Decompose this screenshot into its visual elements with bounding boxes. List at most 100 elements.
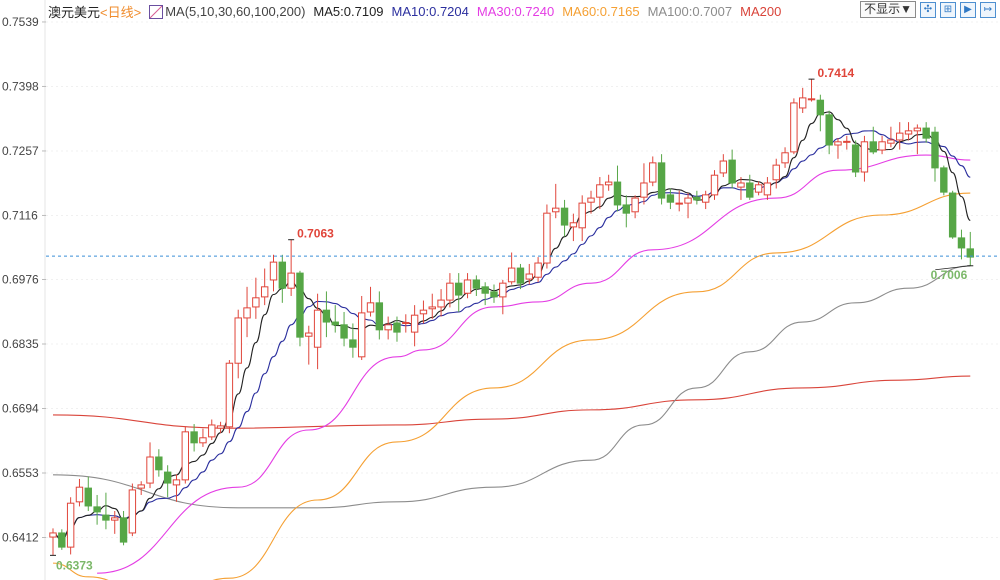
candle-body (684, 197, 692, 204)
export-icon[interactable]: ↦ (980, 1, 996, 18)
candle-up (843, 135, 851, 150)
candle-body (384, 324, 392, 331)
candle-body (402, 322, 410, 325)
candle-up (710, 170, 719, 200)
candle-up (684, 193, 692, 219)
candle-up (49, 528, 57, 556)
candle-up (534, 257, 542, 283)
candle-down (93, 494, 101, 525)
candle-body (534, 262, 542, 278)
instrument-name: 澳元美元 (48, 5, 101, 20)
candle-body (560, 207, 569, 226)
annotation-label: 0.7414 (818, 66, 855, 80)
candle-down (278, 254, 287, 303)
candle-body (869, 141, 877, 153)
candle-body (896, 132, 904, 141)
candle-body (490, 291, 498, 298)
candle-up (507, 252, 516, 285)
candle-up (428, 293, 436, 319)
candle-down (966, 231, 974, 266)
candle-down (490, 284, 498, 303)
candle-up (410, 305, 419, 347)
candle-body (957, 237, 966, 249)
candle-body (481, 286, 489, 294)
candle-up (305, 325, 313, 365)
candle-body (754, 184, 763, 193)
candle-body (172, 479, 181, 486)
y-tick-label: 0.6976 (2, 273, 39, 287)
candle-body (904, 130, 913, 135)
crosshair-icon[interactable]: ✣ (920, 1, 936, 18)
zoom-in-icon[interactable]: ⊞ (940, 1, 956, 18)
candle-up (719, 154, 728, 178)
candle-body (234, 317, 242, 364)
candle-up (781, 147, 789, 168)
candle-body (666, 194, 675, 203)
candle-down (922, 122, 930, 143)
y-tick-label: 0.6412 (2, 531, 39, 545)
candle-body (851, 144, 860, 173)
candle-down (816, 94, 825, 132)
candle-down (349, 323, 357, 358)
display-select[interactable]: 不显示▼ (860, 1, 916, 18)
candle-down (455, 273, 463, 312)
candle-body (922, 127, 930, 139)
candle-up (128, 483, 137, 537)
candle-body (216, 425, 225, 429)
legend: 澳元美元 <日线> MA(5,10,30,60,100,200) MA5:0.7… (48, 2, 789, 21)
candle-up (596, 177, 604, 210)
candle-body (252, 297, 260, 308)
annotation-label: 0.6373 (56, 558, 93, 572)
candle-down (613, 165, 622, 212)
candle-up (234, 309, 242, 379)
ma-params: MA(5,10,30,60,100,200) (165, 4, 306, 19)
y-axis-ticks: 0.7539 0.7398 0.7257 0.7116 0.6976 0.6835 0.66… (2, 15, 46, 545)
y-tick-label: 0.6835 (2, 337, 39, 351)
candle-down (693, 190, 701, 205)
y-tick-label: 0.6553 (2, 466, 39, 480)
candle-body (507, 267, 516, 283)
candle-body (340, 324, 348, 339)
candle-up (631, 195, 639, 219)
candle-down (851, 140, 860, 178)
candle-body (931, 131, 939, 169)
candle-body (640, 182, 648, 198)
candle-up (225, 360, 234, 434)
candle-down (155, 449, 163, 477)
candle-up (887, 126, 895, 148)
candle-up (878, 135, 886, 155)
candle-down (622, 195, 630, 228)
candle-body (763, 182, 772, 196)
candle-body (878, 141, 886, 151)
candle-up (146, 442, 154, 489)
candle-body (746, 182, 754, 198)
indicator-icon[interactable] (149, 4, 164, 19)
candle-body (799, 97, 807, 109)
candle-body (393, 322, 401, 333)
y-tick-label: 0.7116 (2, 208, 38, 222)
candle-body (278, 261, 287, 289)
candle-up (366, 286, 375, 317)
annotation-label: 0.7006 (931, 268, 968, 282)
play-icon[interactable]: ▶ (960, 1, 976, 18)
candle-body (843, 140, 851, 143)
y-tick-label: 0.7539 (2, 15, 39, 29)
candle-up (790, 98, 798, 155)
candle-up (913, 124, 922, 155)
candle-down (340, 311, 348, 347)
candle-body (587, 197, 595, 203)
annotations: 0.7063 0.7414 0.7006 0.6373 (50, 66, 974, 572)
candle-body (358, 312, 366, 358)
ma200-line (52, 375, 971, 429)
candle-body (102, 514, 110, 521)
candle-body (287, 272, 295, 289)
candle-body (887, 139, 895, 144)
candle-down (84, 476, 92, 511)
annotation-leader (935, 265, 971, 271)
candle-body (313, 309, 322, 348)
candle-up (181, 426, 190, 484)
candle-up (216, 421, 225, 434)
candle-up (552, 183, 560, 219)
period-link[interactable]: <日线> (100, 5, 142, 20)
